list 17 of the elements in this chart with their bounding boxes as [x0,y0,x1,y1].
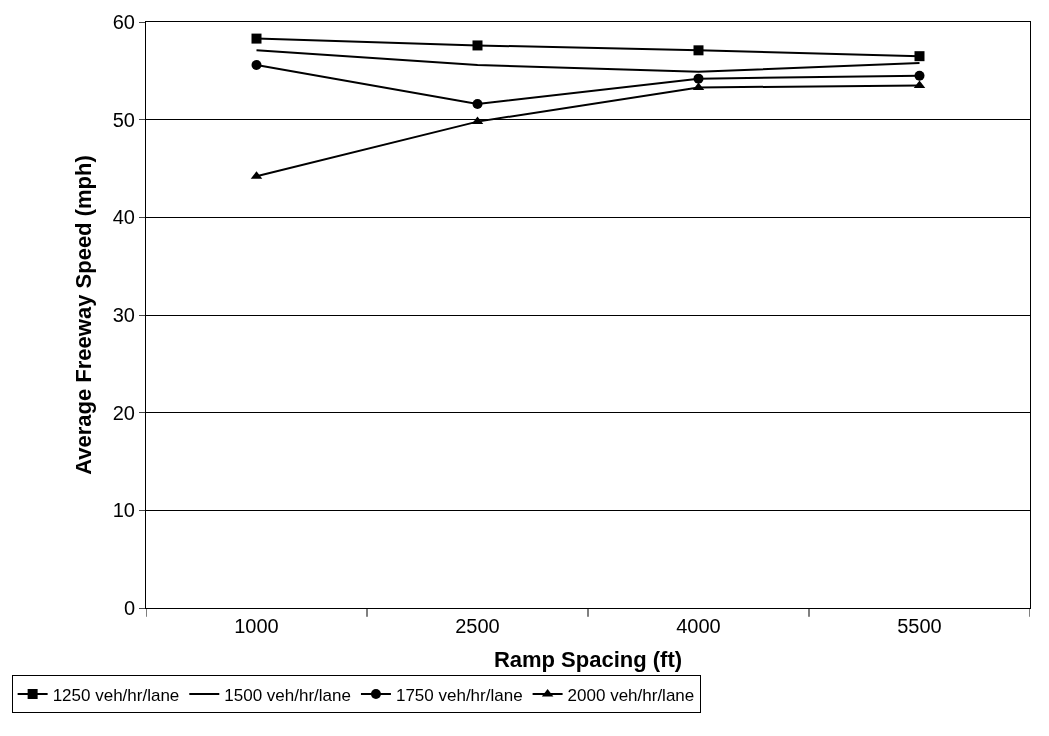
y-tick-label: 30 [112,304,135,326]
legend-label: 2000 veh/hr/lane [567,685,695,705]
y-tick-label: 40 [112,206,135,229]
y-tick-label: 20 [112,401,135,424]
x-tick-label: 5500 [897,615,942,637]
x-tick-label: 1000 [234,615,279,637]
legend-label: 1250 veh/hr/lane [52,685,180,705]
y-tick-label: 60 [112,11,135,33]
x-tick-label: 4000 [676,615,721,637]
x-tick-label: 2500 [455,615,500,637]
y-tick-label: 0 [123,597,135,619]
y-axis-title: Average Freeway Speed (mph) [70,155,96,475]
legend-label: 1500 veh/hr/lane [224,685,351,705]
legend-label: 1750 veh/hr/lane [395,685,523,705]
x-axis-title: Ramp Spacing (ft) [493,646,683,672]
y-tick-label: 10 [112,499,135,522]
y-tick-label: 50 [112,108,135,131]
